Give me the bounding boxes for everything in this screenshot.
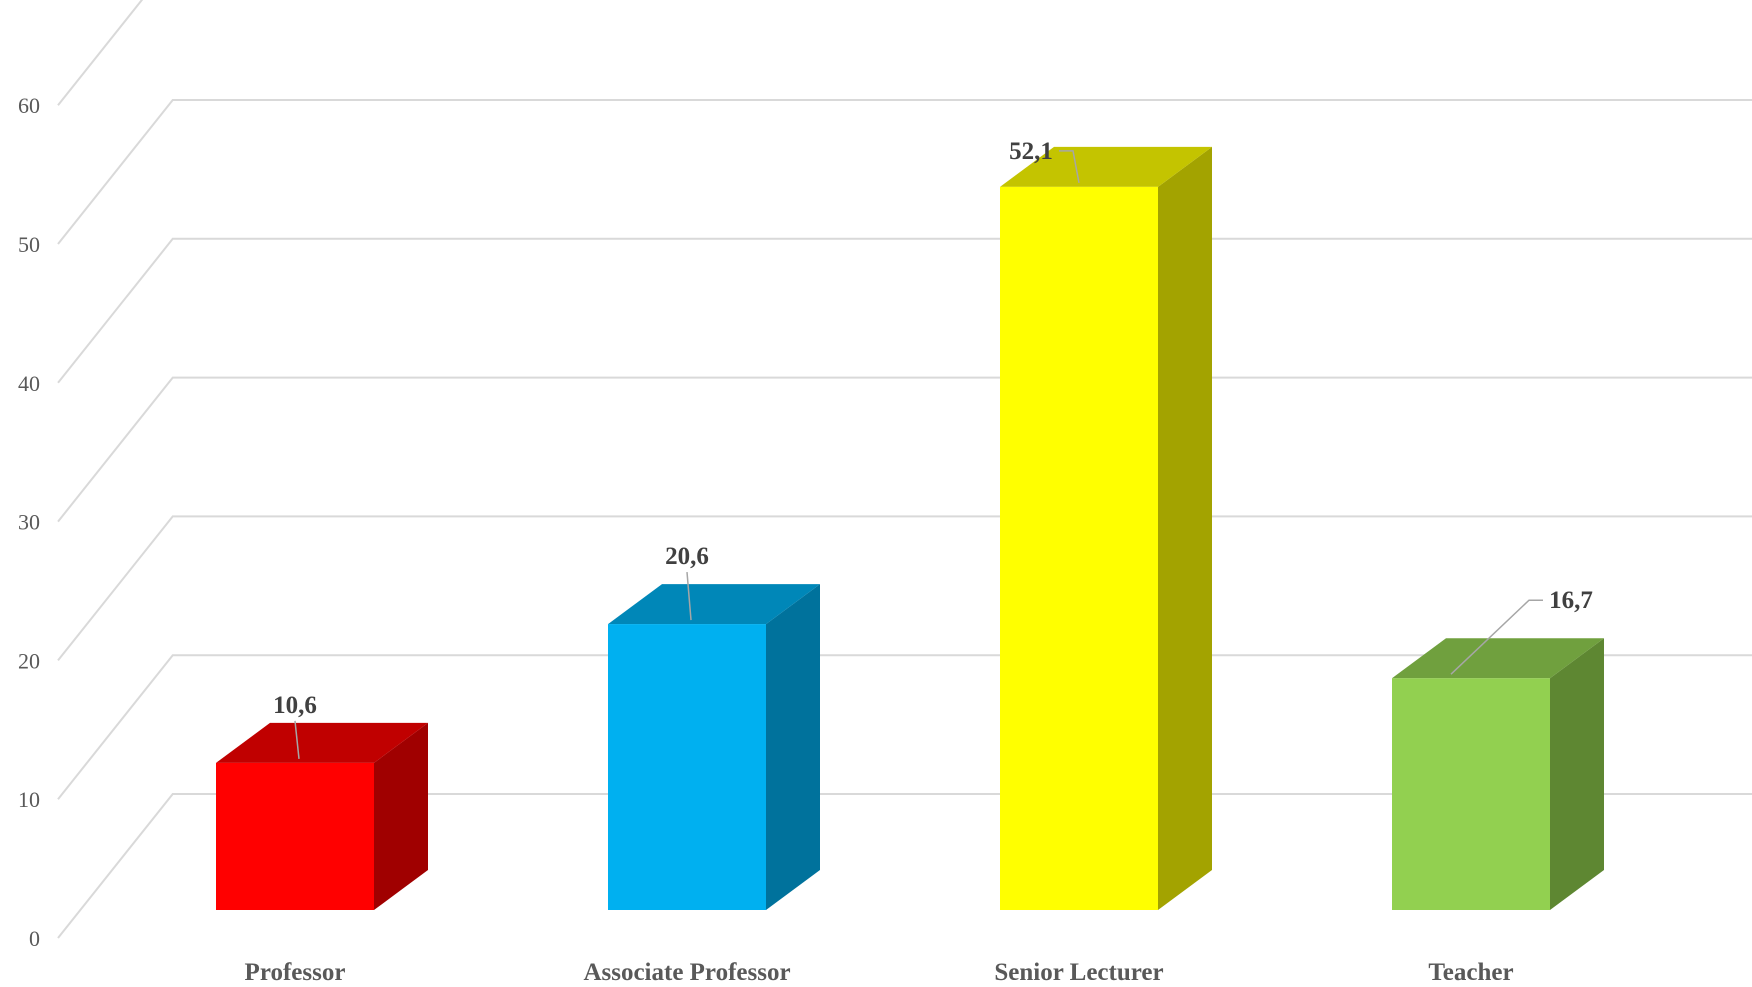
bar <box>608 624 766 910</box>
gridline <box>57 99 1752 245</box>
label-leader <box>1450 599 1543 675</box>
label-leader <box>1059 150 1080 183</box>
gridline <box>57 793 1752 939</box>
bar-top <box>1000 146 1212 187</box>
y-tick-label: 50 <box>18 232 40 257</box>
gridline <box>57 376 1752 523</box>
bar-top <box>216 722 428 763</box>
data-labels: 10,6 20,6 52,1 16,7 <box>273 138 1593 759</box>
gridline <box>57 515 1752 662</box>
category-label: Senior Lecturer <box>994 959 1163 986</box>
y-tick-label: 10 <box>18 787 40 812</box>
bar <box>1392 678 1550 910</box>
y-tick-label: 30 <box>18 510 40 535</box>
bar-side <box>1158 146 1212 911</box>
data-label: 16,7 <box>1549 587 1593 614</box>
data-label: 52,1 <box>1009 138 1053 165</box>
y-tick-label: 40 <box>18 371 40 396</box>
bars <box>216 146 1604 911</box>
data-label: 20,6 <box>665 543 709 570</box>
category-label: Associate Professor <box>583 959 790 986</box>
label-leader <box>686 572 692 621</box>
bar <box>1000 186 1158 911</box>
bar-side <box>374 722 428 910</box>
label-leader <box>294 720 300 759</box>
category-label: Professor <box>245 959 346 986</box>
gridline <box>57 237 1752 384</box>
bar-top <box>608 584 820 625</box>
data-label: 10,6 <box>273 692 317 719</box>
bar <box>216 762 374 910</box>
y-tick-label: 0 <box>29 926 40 951</box>
y-tick-label: 60 <box>18 93 40 118</box>
gridlines <box>57 0 1752 939</box>
y-tick-label: 20 <box>18 648 40 673</box>
gridline <box>57 654 1752 800</box>
bar-side <box>766 584 820 910</box>
bar-top <box>1392 638 1604 679</box>
category-labels: Professor Associate Professor Senior Lectu… <box>245 959 1514 986</box>
category-label: Teacher <box>1428 959 1513 986</box>
gridline <box>57 0 144 106</box>
y-axis-ticks: 0 10 20 30 40 50 60 <box>18 93 40 951</box>
bar-side <box>1550 638 1604 910</box>
